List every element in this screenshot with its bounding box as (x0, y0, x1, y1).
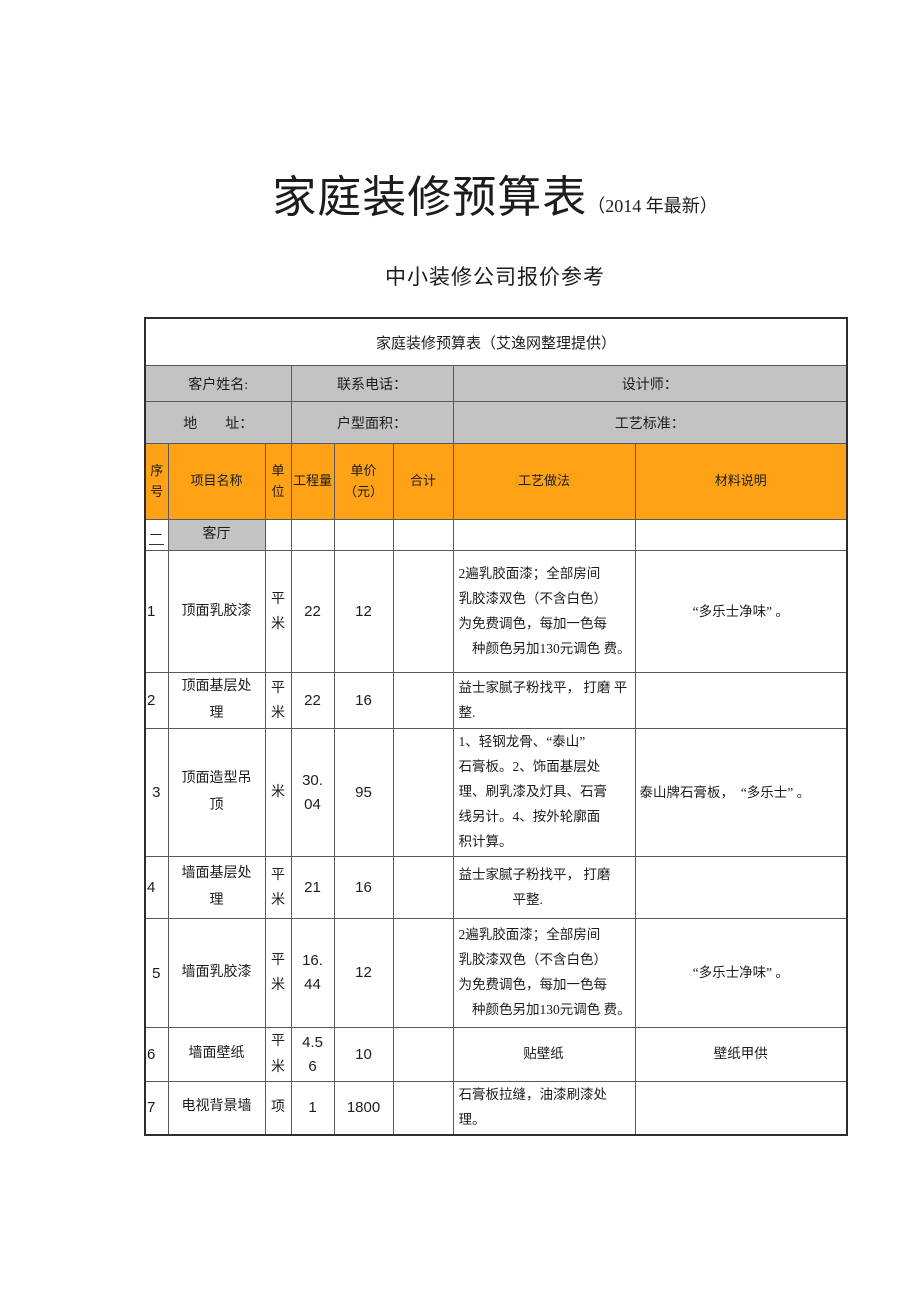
cell-price: 95 (333, 728, 394, 858)
budget-table: 家庭装修预算表（艾逸网整理提供） 客户姓名: 联系电话： 设计师： 地 址： 户… (144, 316, 849, 1136)
section-row-livingroom: 一 客厅 (144, 519, 848, 552)
phone-label: 联系电话： (290, 365, 454, 403)
cell-price: 10 (333, 1027, 394, 1082)
cell-material: “多乐士净味” 。 (634, 550, 848, 674)
cell-price: 12 (333, 918, 394, 1029)
column-header-row: 序号 项目名称 单位 工程量 单价 （元） 合计 工艺做法 材料说明 (144, 443, 848, 521)
cell-total (392, 1027, 454, 1082)
cell-process: 益士家腻子粉找平， 打磨 平整. (452, 856, 636, 920)
designer-label: 设计师： (452, 365, 848, 403)
cell-price: 16 (333, 672, 394, 730)
cell-seq: 3 (144, 728, 169, 858)
col-header-seq: 序号 (144, 443, 169, 521)
cell-unit: 米 (264, 728, 292, 858)
cell-price: 1800 (333, 1080, 394, 1136)
info-row-contact: 客户姓名: 联系电话： 设计师： (144, 365, 848, 403)
cell-name: 墙面乳胶漆 (167, 918, 266, 1029)
cell-unit: 平米 (264, 856, 292, 920)
cell-material (634, 856, 848, 920)
table-row: 6 墙面壁纸 平米 4.5 6 10 贴壁纸 壁纸甲供 (144, 1027, 848, 1082)
cell-name: 墙面基层处 理 (167, 856, 266, 920)
table-caption-row: 家庭装修预算表（艾逸网整理提供） (144, 317, 848, 367)
cell-name: 顶面基层处 理 (167, 672, 266, 730)
section-name: 客厅 (167, 519, 266, 552)
cell-qty: 21 (290, 856, 335, 920)
empty-cell (392, 519, 454, 552)
cell-process: 贴壁纸 (452, 1027, 636, 1082)
cell-seq: 7 (144, 1080, 169, 1136)
cell-seq: 4 (144, 856, 169, 920)
table-row: 4 墙面基层处 理平米 21 16 益士家腻子粉找平， 打磨 平整. (144, 856, 848, 920)
page-subtitle: 中小装修公司报价参考 (385, 264, 605, 289)
cell-qty: 22 (290, 550, 335, 674)
cell-seq: 5 (144, 918, 169, 1029)
table-row: 7 电视背景墙项 1 1800 石膏板拉缝，油漆刷漆处 理。 (144, 1080, 848, 1136)
cell-process: 益士家腻子粉找平， 打磨 平整. (452, 672, 636, 730)
cell-process: 2遍乳胶面漆；全部房间 乳胶漆双色（不含白色） 为免费调色，每加一色每 种颜色另… (452, 918, 636, 1029)
cell-total (392, 550, 454, 674)
standard-label: 工艺标准： (452, 401, 848, 445)
cell-unit: 平米 (264, 918, 292, 1029)
cell-name: 电视背景墙 (167, 1080, 266, 1136)
cell-process: 1、轻钢龙骨、“泰山” 石膏板。2、饰面基层处 理、刷乳漆及灯具、石膏 线另计。… (452, 728, 636, 858)
cell-total (392, 856, 454, 920)
table-row: 2 顶面基层处 理平米 22 16 益士家腻子粉找平， 打磨 平整. (144, 672, 848, 730)
col-header-quantity: 工程量 (290, 443, 335, 521)
page-title-main: 家庭装修预算表 (272, 173, 588, 222)
info-row-address: 地 址： 户型面积： 工艺标准： (144, 401, 848, 445)
section-seq-cell: 一 (144, 519, 169, 552)
cell-name: 顶面造型吊 顶 (167, 728, 266, 858)
cell-unit: 平米 (264, 672, 292, 730)
cell-unit: 平米 (264, 550, 292, 674)
table-body: 1 顶面乳胶漆 平米 22 12 2遍乳胶面漆；全部房间 乳胶漆双色（不含白色） 为免费调… (144, 550, 848, 1136)
empty-cell (264, 519, 292, 552)
cell-qty: 1 (290, 1080, 335, 1136)
col-header-material: 材料说明 (634, 443, 848, 521)
empty-cell (634, 519, 848, 552)
cell-process: 2遍乳胶面漆；全部房间 乳胶漆双色（不含白色） 为免费调色，每加一色每 种颜色另… (452, 550, 636, 674)
empty-cell (290, 519, 335, 552)
cell-total (392, 918, 454, 1029)
cell-total (392, 672, 454, 730)
customer-name-label: 客户姓名: (144, 365, 292, 403)
document-page: 家庭装修预算表（2014 年最新） 中小装修公司报价参考 家庭装修预算表（艾逸网… (144, 0, 849, 1136)
cell-qty: 4.5 6 (290, 1027, 335, 1082)
area-label: 户型面积： (290, 401, 454, 445)
empty-cell (333, 519, 394, 552)
section-seq: 一 (149, 528, 165, 545)
cell-material: “多乐士净味” 。 (634, 918, 848, 1029)
cell-material (634, 1080, 848, 1136)
cell-material: 泰山牌石膏板， “多乐士” 。 (634, 728, 848, 858)
cell-total (392, 1080, 454, 1136)
table-row: 3 顶面造型吊 顶米 30. 04 95 1、轻钢龙骨、“泰山” 石膏板。2、饰面基层处… (144, 728, 848, 858)
cell-seq: 1 (144, 550, 169, 674)
cell-seq: 2 (144, 672, 169, 730)
cell-process: 石膏板拉缝，油漆刷漆处 理。 (452, 1080, 636, 1136)
cell-name: 顶面乳胶漆 (167, 550, 266, 674)
table-row: 5 墙面乳胶漆 平米 16. 44 12 2遍乳胶面漆；全部房间 乳胶漆双色（不含白色） … (144, 918, 848, 1029)
col-header-unit: 单位 (264, 443, 292, 521)
cell-qty: 16. 44 (290, 918, 335, 1029)
cell-price: 12 (333, 550, 394, 674)
table-row: 1 顶面乳胶漆 平米 22 12 2遍乳胶面漆；全部房间 乳胶漆双色（不含白色） 为免费调… (144, 550, 848, 674)
col-header-process: 工艺做法 (452, 443, 636, 521)
col-header-item: 项目名称 (167, 443, 266, 521)
cell-name: 墙面壁纸 (167, 1027, 266, 1082)
cell-material: 壁纸甲供 (634, 1027, 848, 1082)
cell-unit: 项 (264, 1080, 292, 1136)
cell-qty: 22 (290, 672, 335, 730)
cell-total (392, 728, 454, 858)
cell-seq: 6 (144, 1027, 169, 1082)
cell-qty: 30. 04 (290, 728, 335, 858)
cell-material (634, 672, 848, 730)
cell-price: 16 (333, 856, 394, 920)
table-caption: 家庭装修预算表（艾逸网整理提供） (144, 317, 848, 367)
page-title: 家庭装修预算表（2014 年最新） (144, 172, 846, 225)
address-label: 地 址： (144, 401, 292, 445)
page-title-suffix: （2014 年最新） (587, 196, 718, 216)
cell-unit: 平米 (264, 1027, 292, 1082)
col-header-unit-price: 单价 （元） (333, 443, 394, 521)
col-header-total: 合计 (392, 443, 454, 521)
empty-cell (452, 519, 636, 552)
